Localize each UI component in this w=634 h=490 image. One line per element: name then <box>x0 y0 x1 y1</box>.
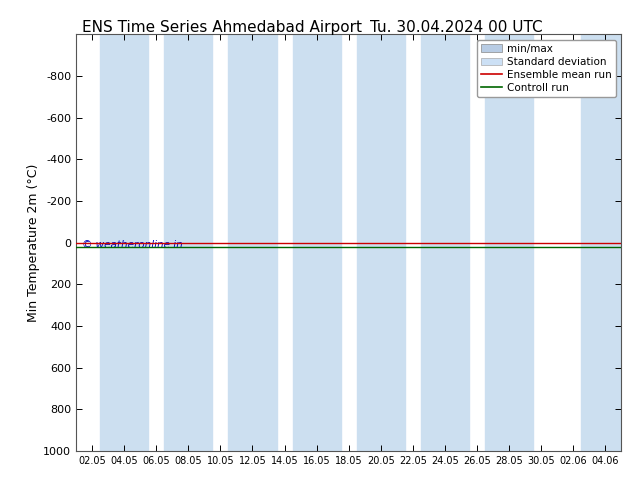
Legend: min/max, Standard deviation, Ensemble mean run, Controll run: min/max, Standard deviation, Ensemble me… <box>477 40 616 97</box>
Text: Tu. 30.04.2024 00 UTC: Tu. 30.04.2024 00 UTC <box>370 20 543 35</box>
Bar <box>485 34 533 451</box>
Bar <box>228 34 276 451</box>
Text: ENS Time Series Ahmedabad Airport: ENS Time Series Ahmedabad Airport <box>82 20 362 35</box>
Bar <box>100 34 148 451</box>
Bar <box>164 34 212 451</box>
Bar <box>292 34 340 451</box>
Bar <box>421 34 469 451</box>
Y-axis label: Min Temperature 2m (°C): Min Temperature 2m (°C) <box>27 163 41 322</box>
Bar <box>581 34 630 451</box>
Bar <box>357 34 405 451</box>
Text: © weatheronline.in: © weatheronline.in <box>82 241 183 250</box>
